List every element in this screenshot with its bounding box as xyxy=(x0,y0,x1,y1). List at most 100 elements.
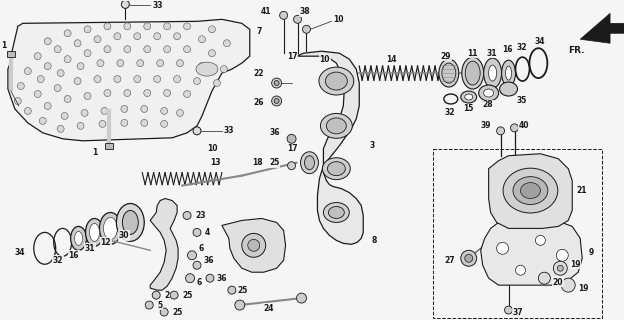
Ellipse shape xyxy=(122,211,139,234)
Text: 34: 34 xyxy=(14,248,25,257)
Circle shape xyxy=(152,291,160,299)
Text: 20: 20 xyxy=(552,278,563,287)
Circle shape xyxy=(94,36,101,43)
Circle shape xyxy=(144,90,151,97)
Text: 40: 40 xyxy=(519,121,529,130)
Ellipse shape xyxy=(89,223,99,241)
Ellipse shape xyxy=(466,61,480,85)
Circle shape xyxy=(280,12,288,19)
Circle shape xyxy=(461,250,477,266)
Ellipse shape xyxy=(305,156,314,170)
Circle shape xyxy=(198,36,205,43)
Circle shape xyxy=(124,23,131,30)
Circle shape xyxy=(183,91,190,98)
Polygon shape xyxy=(489,154,572,228)
Text: 6: 6 xyxy=(196,278,202,287)
Circle shape xyxy=(134,76,141,83)
Circle shape xyxy=(104,90,111,97)
Text: 33: 33 xyxy=(152,1,163,10)
Circle shape xyxy=(17,83,24,90)
Circle shape xyxy=(183,212,191,220)
Text: 41: 41 xyxy=(261,7,271,16)
Ellipse shape xyxy=(503,168,558,213)
Circle shape xyxy=(61,112,68,119)
Circle shape xyxy=(497,127,505,135)
Ellipse shape xyxy=(104,218,117,239)
Text: 35: 35 xyxy=(517,96,527,106)
Circle shape xyxy=(163,90,170,97)
Text: 17: 17 xyxy=(287,52,298,61)
Text: 2: 2 xyxy=(164,291,169,300)
Text: 19: 19 xyxy=(578,284,588,293)
Text: 37: 37 xyxy=(512,308,523,316)
Circle shape xyxy=(183,23,190,30)
Ellipse shape xyxy=(99,212,121,244)
Text: 10: 10 xyxy=(333,15,344,24)
Circle shape xyxy=(39,117,46,124)
Circle shape xyxy=(248,239,260,251)
Text: 16: 16 xyxy=(69,251,79,260)
Circle shape xyxy=(185,274,195,283)
Circle shape xyxy=(193,228,201,236)
Text: 32: 32 xyxy=(517,43,527,52)
Circle shape xyxy=(510,124,519,132)
Text: 25: 25 xyxy=(269,158,280,167)
Ellipse shape xyxy=(484,58,502,88)
Ellipse shape xyxy=(513,177,548,204)
Circle shape xyxy=(124,46,131,53)
Polygon shape xyxy=(580,13,624,43)
Circle shape xyxy=(145,301,154,309)
Polygon shape xyxy=(222,219,286,272)
Circle shape xyxy=(154,33,161,40)
Circle shape xyxy=(193,261,201,269)
Circle shape xyxy=(44,102,51,109)
Circle shape xyxy=(34,91,41,98)
Circle shape xyxy=(104,46,111,53)
Circle shape xyxy=(84,50,91,57)
Circle shape xyxy=(37,76,44,83)
Circle shape xyxy=(77,122,84,129)
Circle shape xyxy=(57,70,64,76)
Text: 34: 34 xyxy=(534,37,545,46)
Ellipse shape xyxy=(465,94,473,100)
Ellipse shape xyxy=(505,66,512,80)
Ellipse shape xyxy=(323,203,349,222)
Circle shape xyxy=(97,60,104,67)
Text: 38: 38 xyxy=(300,7,310,16)
Text: 31: 31 xyxy=(487,49,497,58)
Circle shape xyxy=(293,15,301,23)
Text: 7: 7 xyxy=(256,27,262,36)
Polygon shape xyxy=(296,51,363,244)
Text: 27: 27 xyxy=(444,256,455,265)
Circle shape xyxy=(137,60,144,67)
Text: 12: 12 xyxy=(100,238,111,247)
Circle shape xyxy=(121,0,129,8)
Circle shape xyxy=(74,40,81,47)
Circle shape xyxy=(170,291,178,299)
Circle shape xyxy=(274,99,279,103)
Circle shape xyxy=(64,56,71,63)
Circle shape xyxy=(44,38,51,45)
Text: 1: 1 xyxy=(1,41,6,50)
Circle shape xyxy=(161,108,168,115)
Circle shape xyxy=(99,120,106,127)
Circle shape xyxy=(163,46,170,53)
Circle shape xyxy=(64,30,71,37)
Circle shape xyxy=(141,119,148,126)
Text: 11: 11 xyxy=(467,49,477,58)
Text: 15: 15 xyxy=(463,104,473,114)
Ellipse shape xyxy=(196,62,218,76)
Text: 16: 16 xyxy=(502,45,513,54)
Circle shape xyxy=(271,78,281,88)
Text: 13: 13 xyxy=(210,158,220,167)
Ellipse shape xyxy=(85,219,104,246)
Circle shape xyxy=(183,46,190,53)
Circle shape xyxy=(74,77,81,84)
Ellipse shape xyxy=(442,63,456,83)
Circle shape xyxy=(213,80,220,86)
Circle shape xyxy=(114,76,121,83)
Text: 9: 9 xyxy=(588,248,593,257)
Text: 36: 36 xyxy=(204,256,215,265)
Circle shape xyxy=(101,108,108,115)
Circle shape xyxy=(177,109,183,116)
